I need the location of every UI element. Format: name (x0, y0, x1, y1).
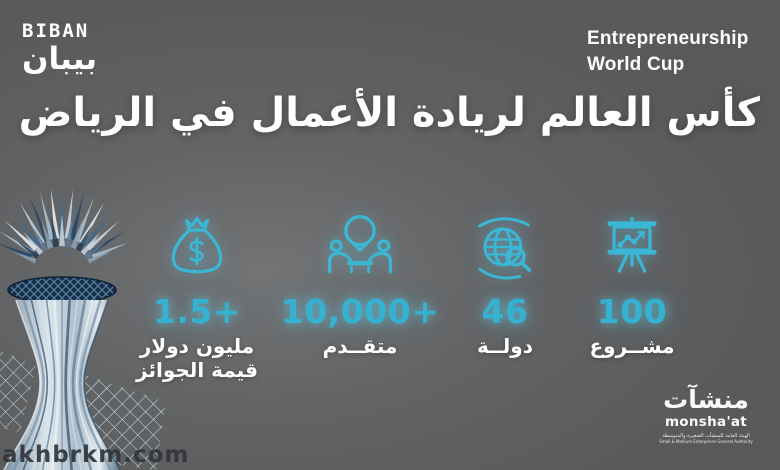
stat-countries-value: 46 (481, 292, 529, 331)
monshaat-subtitle-english: Small & Medium Enterprises General Autho… (659, 439, 753, 444)
trophy-image (0, 188, 166, 470)
stat-prizes-value: 1.5+ (152, 292, 242, 331)
page-title: كأس العالم لريادة الأعمال في الرياض (18, 90, 760, 136)
monshaat-logo: منشآت monsha'at الهيئة العامة للمنشآت ال… (646, 384, 766, 444)
stat-applicants: 10,000+ متقــدم (280, 206, 440, 358)
monshaat-logo-arabic: منشآت (663, 384, 749, 414)
monshaat-subtitle-arabic: الهيئة العامة للمنشآت الصغيرة والمتوسطة (662, 433, 750, 439)
biban-logo-latin: BIBAN (22, 20, 90, 42)
watermark-text: akhbrkm.com (2, 442, 190, 468)
stat-projects-value: 100 (596, 292, 668, 331)
biban-logo: BIBAN بيبان (22, 22, 97, 75)
stat-prizes-label: مليون دولار قيمة الجوائز (136, 334, 258, 383)
people-meeting-icon (280, 206, 440, 290)
event-wordmark: Entrepreneurship World Cup (587, 26, 762, 77)
stat-prizes: 1.5+ مليون دولار قيمة الجوائز (117, 206, 277, 383)
presentation-chart-icon (552, 206, 712, 290)
stat-applicants-label: متقــدم (322, 334, 398, 358)
stat-countries-label: دولــة (476, 334, 533, 358)
money-bag-icon (117, 206, 277, 290)
stat-countries: 46 دولــة (425, 206, 585, 358)
stat-applicants-value: 10,000+ (280, 292, 440, 331)
event-wordmark-line2: World Cup (587, 53, 685, 75)
monshaat-logo-latin: monsha'at (664, 414, 748, 430)
stat-projects-label: مشــروع (589, 334, 675, 358)
biban-logo-arabic: بيبان (22, 41, 98, 77)
stat-projects: 100 مشــروع (552, 206, 712, 358)
event-wordmark-line1: Entrepreneurship (587, 28, 749, 49)
globe-search-icon (425, 206, 585, 290)
